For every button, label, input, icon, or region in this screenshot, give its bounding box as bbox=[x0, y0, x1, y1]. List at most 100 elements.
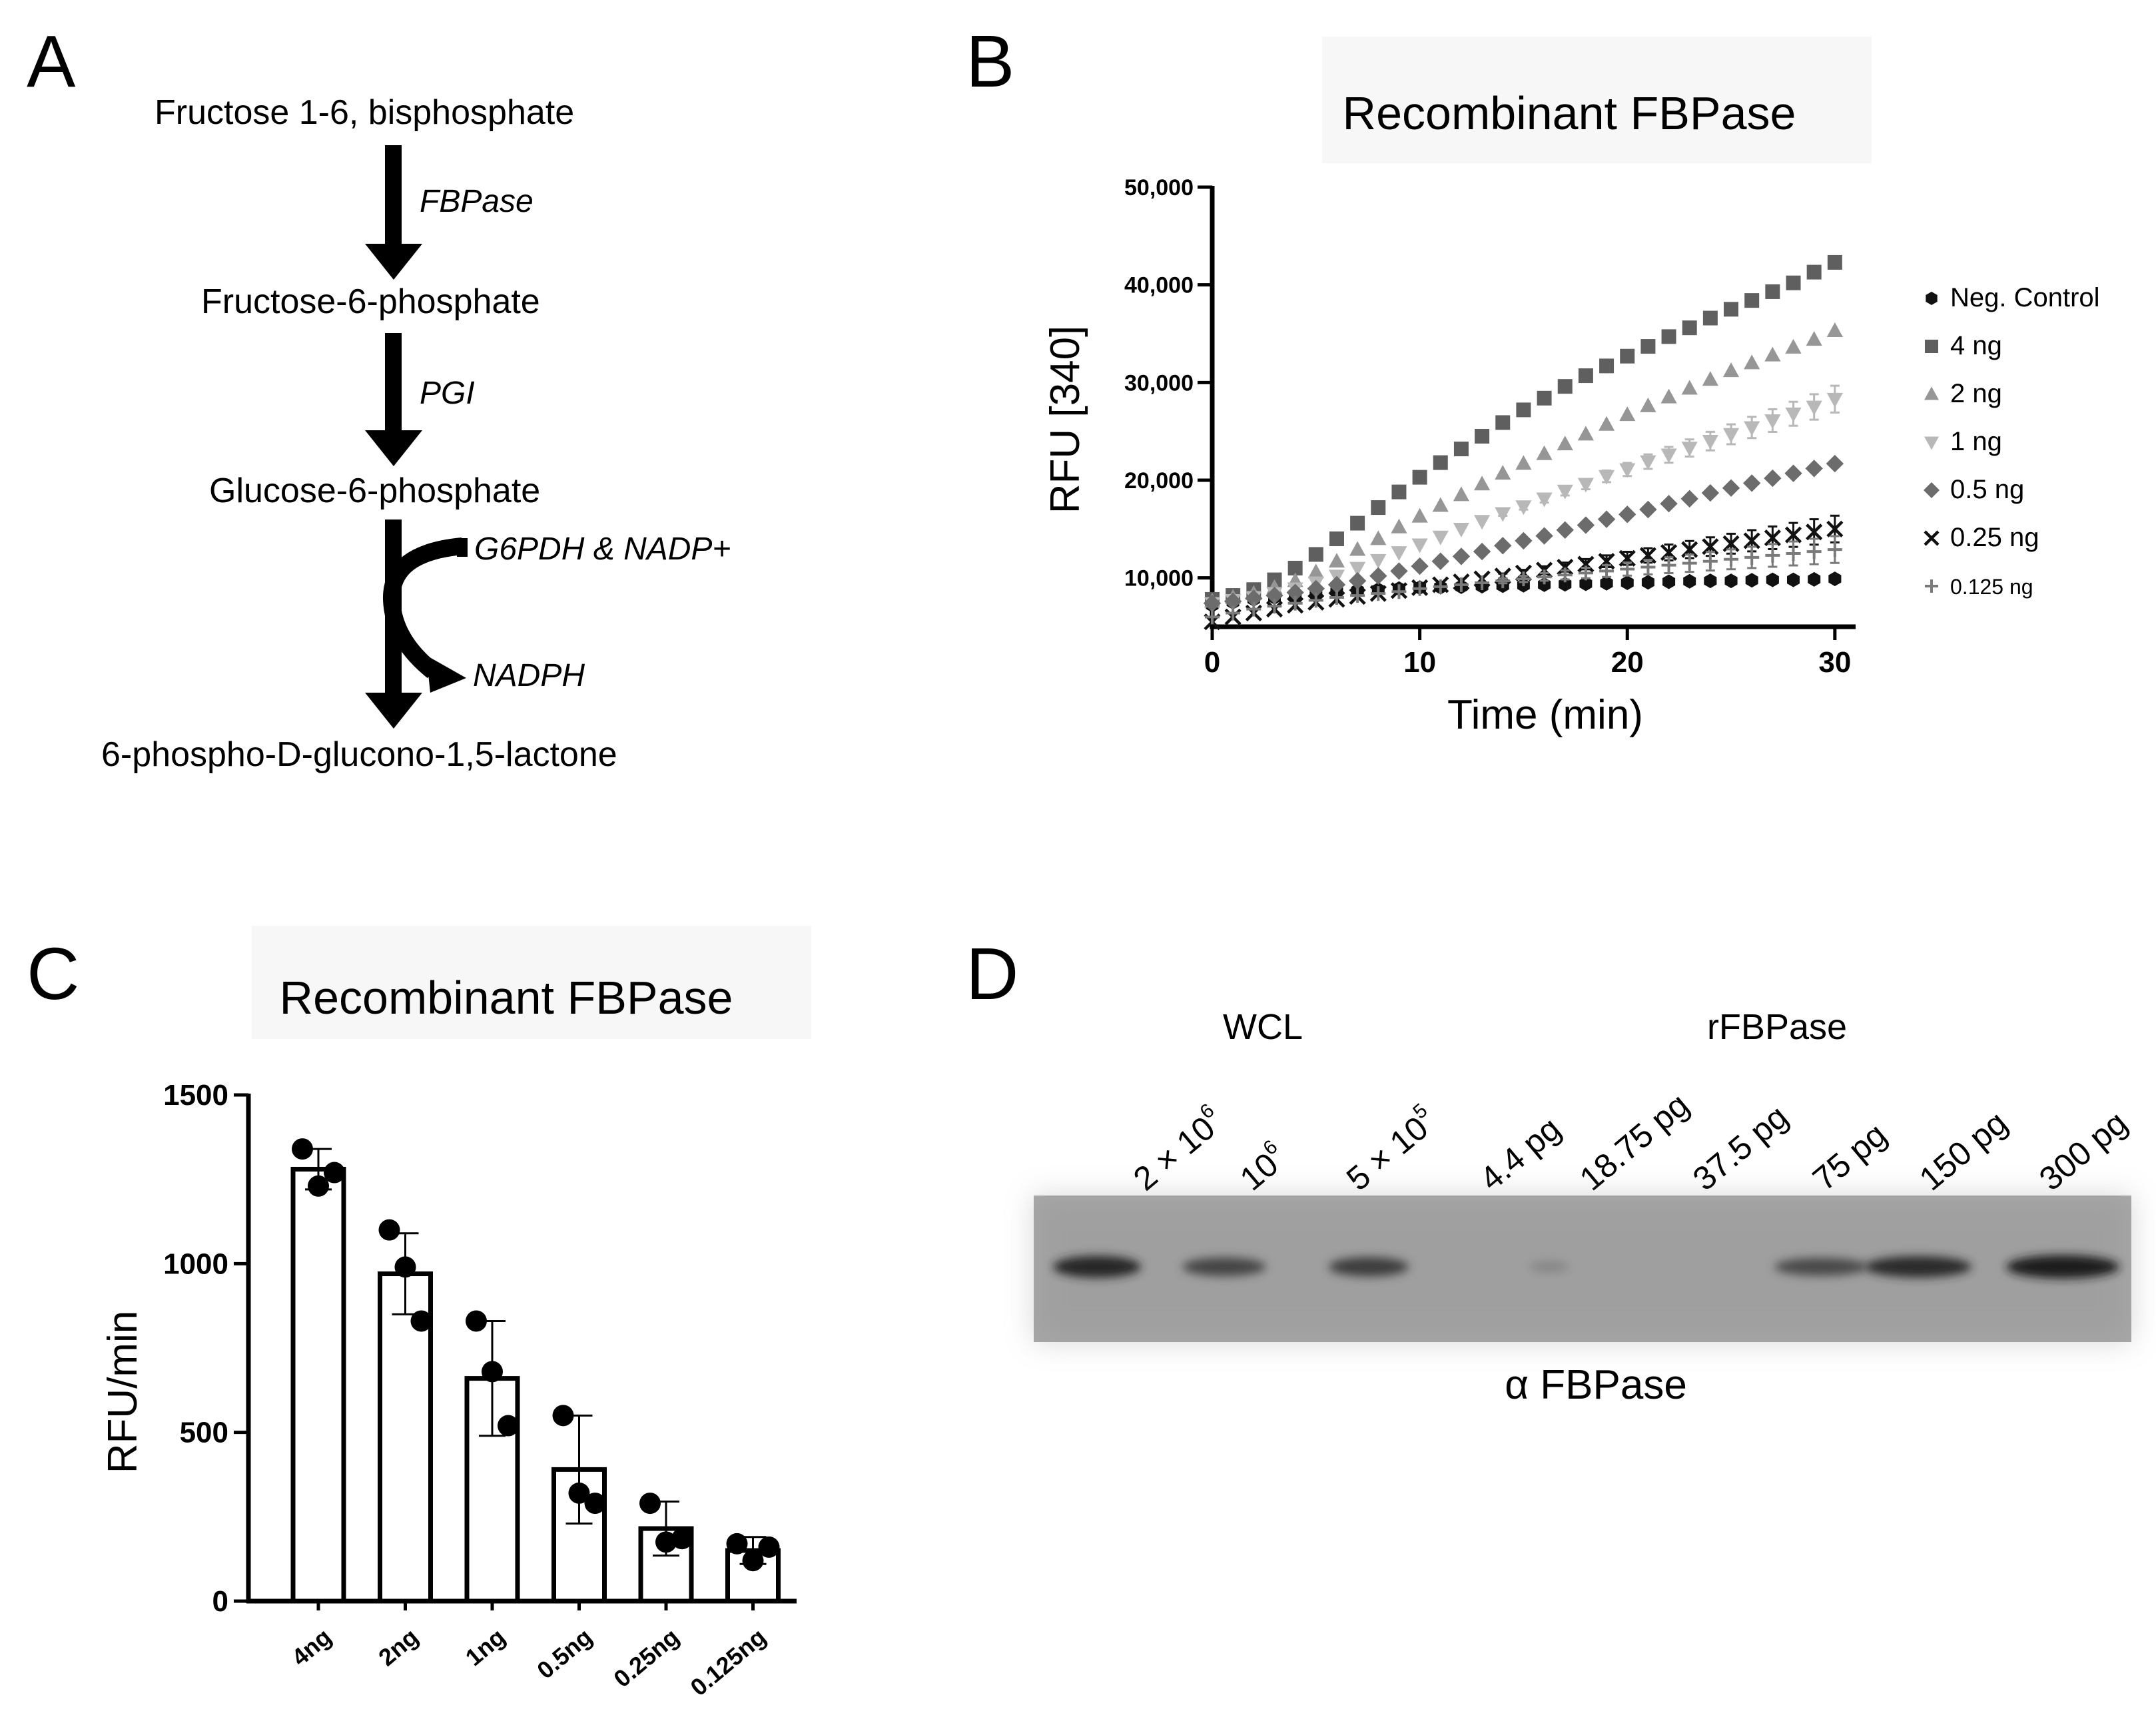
data-point bbox=[1557, 436, 1573, 451]
data-point bbox=[1453, 522, 1470, 537]
data-point bbox=[1327, 575, 1346, 594]
data-point bbox=[1660, 495, 1678, 513]
bar-group-1ng: 1ng bbox=[460, 1310, 520, 1671]
replicate-point bbox=[410, 1310, 432, 1332]
legend-label: 0.125 ng bbox=[1950, 575, 2033, 599]
data-point bbox=[1784, 526, 1802, 543]
data-point bbox=[1348, 571, 1367, 590]
data-point bbox=[1431, 552, 1449, 570]
cofactor-in-label: G6PDH & NADP+ bbox=[474, 531, 731, 567]
data-point bbox=[1639, 500, 1657, 519]
series-0-5-ng bbox=[1203, 454, 1844, 612]
legend-marker bbox=[1924, 482, 1940, 498]
data-point bbox=[1805, 460, 1823, 478]
data-point bbox=[1433, 579, 1448, 594]
replicate-point bbox=[568, 1482, 590, 1504]
data-point bbox=[1619, 463, 1636, 478]
data-point bbox=[1764, 346, 1781, 362]
data-point bbox=[1433, 455, 1448, 470]
data-point bbox=[1577, 426, 1595, 441]
chart-c-y-tick-label: 1000 bbox=[163, 1247, 228, 1280]
data-point bbox=[1806, 523, 1823, 541]
legend-item-2-ng: 2 ng bbox=[1924, 379, 2002, 408]
data-point bbox=[1350, 588, 1365, 603]
data-point bbox=[1224, 592, 1242, 611]
data-point bbox=[1308, 593, 1323, 608]
data-point bbox=[1536, 445, 1553, 460]
legend-marker bbox=[1924, 436, 1939, 450]
data-point bbox=[1702, 310, 1718, 326]
data-point bbox=[1765, 284, 1780, 299]
data-point bbox=[1806, 331, 1822, 346]
band bbox=[1774, 1257, 1868, 1276]
legend-marker bbox=[1925, 579, 1938, 593]
band bbox=[1329, 1257, 1409, 1277]
lane-label: 18.75 pg bbox=[1573, 1086, 1696, 1198]
data-point bbox=[1495, 573, 1511, 589]
data-point bbox=[1557, 484, 1573, 500]
pathway-diagram: Fructose 1-6, bisphosphate Fructose-6-ph… bbox=[101, 93, 731, 774]
data-point bbox=[1722, 362, 1740, 378]
data-point bbox=[1391, 546, 1407, 561]
chart-b-y-tick-label: 30,000 bbox=[1124, 370, 1194, 396]
data-point bbox=[1702, 371, 1718, 386]
data-point bbox=[1620, 348, 1635, 364]
replicate-point bbox=[308, 1175, 329, 1197]
compound-fructose-16-bisphosphate: Fructose 1-6, bisphosphate bbox=[155, 93, 574, 132]
bar-group-2ng: 2ng bbox=[373, 1219, 433, 1671]
enzyme-fbpase: FBPase bbox=[420, 184, 534, 219]
data-point bbox=[1203, 594, 1222, 612]
chart-b-marks bbox=[1203, 254, 1844, 631]
band bbox=[1182, 1257, 1266, 1276]
chart-b-x-tick-label: 20 bbox=[1611, 646, 1644, 679]
data-point bbox=[1599, 563, 1615, 579]
data-point bbox=[1371, 586, 1386, 601]
replicate-point bbox=[655, 1531, 677, 1553]
data-point bbox=[1328, 553, 1345, 568]
data-point bbox=[1681, 380, 1698, 395]
compound-fructose-6-phosphate: Fructose-6-phosphate bbox=[201, 282, 540, 321]
chart-b-x-tick-label: 30 bbox=[1818, 646, 1851, 679]
legend-label: 0.25 ng bbox=[1950, 523, 2039, 552]
data-point bbox=[1537, 390, 1552, 406]
data-point bbox=[1286, 583, 1304, 601]
legend-item-1-ng: 1 ng bbox=[1924, 427, 2002, 456]
replicate-point bbox=[742, 1550, 764, 1572]
replicate-point bbox=[466, 1310, 487, 1332]
chart-b-xlabel: Time (min) bbox=[1447, 692, 1643, 738]
data-point bbox=[1432, 497, 1449, 512]
arrow-fbpase bbox=[365, 145, 422, 280]
data-point bbox=[1598, 416, 1615, 431]
compound-6-phosphogluconolactone: 6-phospho-D-glucono-1,5-lactone bbox=[101, 735, 617, 774]
data-point bbox=[1808, 571, 1821, 587]
chart-b-title: Recombinant FBPase bbox=[1343, 87, 1796, 139]
chart-b-ylabel: RFU [340] bbox=[1042, 326, 1088, 514]
data-point bbox=[1766, 572, 1779, 587]
data-point bbox=[1743, 532, 1760, 549]
legend-marker bbox=[1924, 386, 1939, 400]
panel-label-d: D bbox=[966, 933, 1018, 1015]
data-point bbox=[1411, 508, 1428, 523]
chart-b-x-tick-label: 10 bbox=[1403, 646, 1436, 679]
chart-c-x-tick-label: 0.125ng bbox=[685, 1623, 771, 1702]
legend-item-neg-control: Neg. Control bbox=[1926, 283, 2100, 312]
data-point bbox=[1598, 470, 1615, 485]
bar-group-0-5ng: 0.5ng bbox=[532, 1405, 607, 1684]
data-point bbox=[1495, 465, 1511, 480]
data-point bbox=[1308, 547, 1323, 562]
data-point bbox=[1618, 549, 1636, 567]
legend-marker bbox=[1926, 292, 1938, 305]
data-point bbox=[1556, 521, 1574, 539]
legend-marker bbox=[1924, 530, 1940, 546]
data-point bbox=[1744, 293, 1760, 308]
data-point bbox=[1722, 479, 1740, 497]
chart-c-marks: 4ng 2ng 1ng 0.5ng 0.25ng 0.125ng bbox=[286, 1138, 781, 1702]
legend-label: 4 ng bbox=[1950, 331, 2002, 360]
data-point bbox=[1287, 561, 1303, 575]
data-point bbox=[1453, 486, 1470, 502]
replicate-point bbox=[324, 1162, 345, 1184]
panel-c: C Recombinant FBPase RFU/min 0 500 1000 150… bbox=[27, 926, 811, 1701]
antibody-label: α FBPase bbox=[1505, 1362, 1687, 1408]
group-label-wcl: WCL bbox=[1223, 1007, 1303, 1047]
